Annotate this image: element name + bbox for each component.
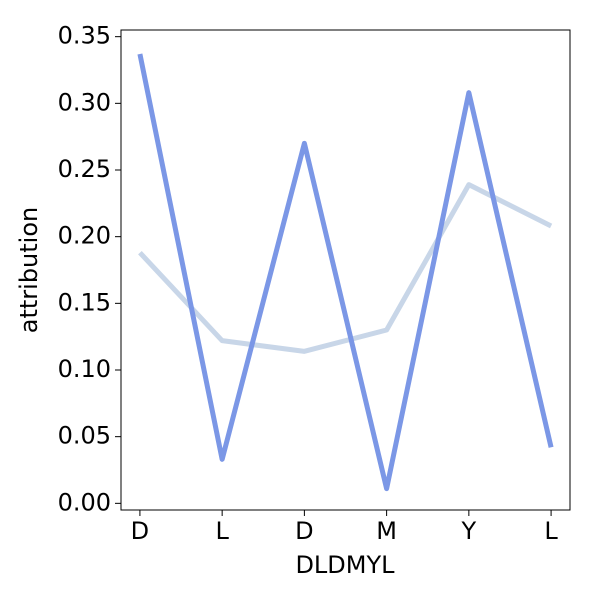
x-tick-label: D: [131, 517, 149, 545]
x-axis-label: DLDMYL: [295, 551, 395, 579]
y-tick-label: 0.15: [58, 288, 111, 316]
x-tick-label: D: [295, 517, 313, 545]
y-tick-label: 0.35: [58, 22, 111, 50]
x-tick-label: L: [215, 517, 229, 545]
y-tick-label: 0.25: [58, 155, 111, 183]
y-axis-label: attribution: [15, 207, 43, 333]
x-tick-label: M: [376, 517, 397, 545]
y-tick-label: 0.00: [58, 488, 111, 516]
y-tick-label: 0.20: [58, 222, 111, 250]
series-line: [137, 53, 554, 492]
plot-area: [120, 29, 571, 511]
y-tick-label: 0.30: [58, 88, 111, 116]
x-tick-label: Y: [461, 517, 477, 545]
y-tick-label: 0.10: [58, 355, 111, 383]
series-line: [138, 182, 553, 354]
x-tick-label: L: [544, 517, 558, 545]
y-tick-label: 0.05: [58, 422, 111, 450]
